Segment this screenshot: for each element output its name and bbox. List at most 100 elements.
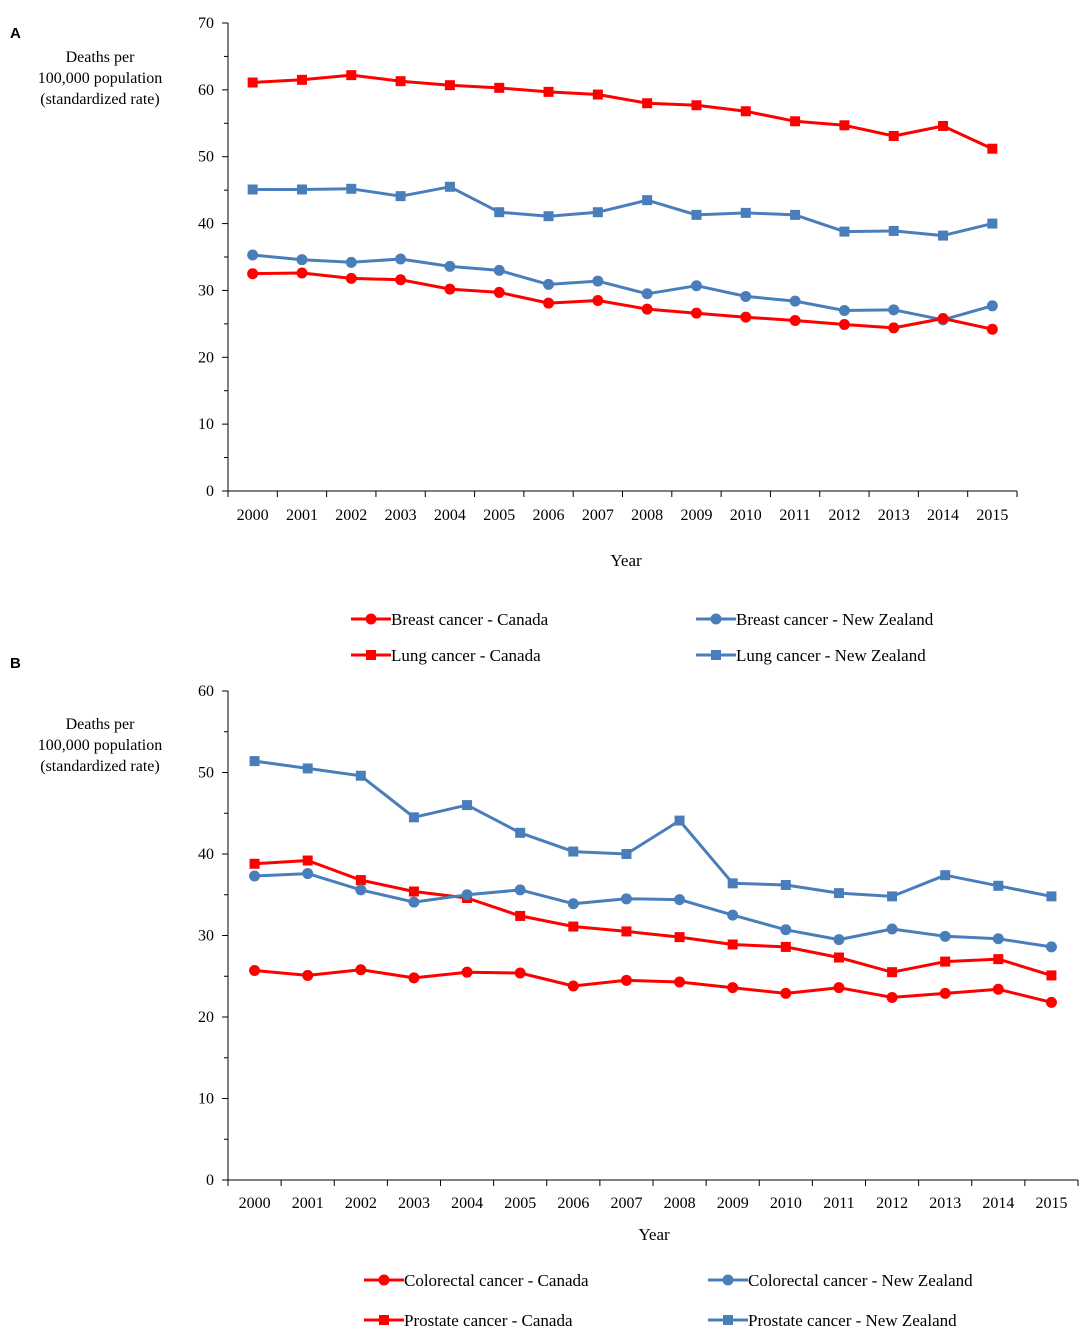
- panel-b-point-colorectal-cancer-new-zealand: [780, 924, 792, 936]
- panel-a-ylabel-line-2: 100,000 population: [38, 70, 162, 87]
- panel-a-point-lung-cancer-new-zealand: [839, 226, 850, 237]
- panel-a-point-lung-cancer-new-zealand: [296, 184, 307, 195]
- panel-b-point-colorectal-cancer-new-zealand: [886, 923, 898, 935]
- panel-b-legend-swatch-marker: [723, 1315, 733, 1325]
- panel-a-point-lung-cancer-canada: [938, 120, 949, 131]
- panel-a-point-breast-cancer-new-zealand: [690, 280, 702, 292]
- panel-a-ylabel-line-3: (standardized rate): [40, 91, 159, 108]
- panel-b-point-colorectal-cancer-new-zealand: [302, 868, 314, 880]
- panel-a: A Deaths per 100,000 population (standar…: [10, 15, 1018, 665]
- panel-b-point-colorectal-cancer-canada: [886, 991, 898, 1003]
- panel-b-legend-label: Colorectal cancer - Canada: [404, 1271, 589, 1290]
- panel-a-axes: [222, 22, 1018, 497]
- panel-a-x-tick-label: 2001: [286, 507, 318, 524]
- panel-a-x-tick-label: 2000: [237, 507, 269, 524]
- panel-a-point-breast-cancer-canada: [986, 323, 998, 335]
- panel-b-x-tick-label: 2003: [398, 1195, 430, 1212]
- panel-b-legend-swatch-marker: [379, 1315, 389, 1325]
- panel-b-x-tick-label: 2011: [823, 1195, 854, 1212]
- panel-b-point-prostate-cancer-canada: [408, 886, 419, 897]
- panel-a-point-breast-cancer-canada: [345, 272, 357, 284]
- panel-a-legend-item-breast-cancer-new-zealand: Breast cancer - New Zealand: [696, 610, 934, 629]
- panel-a-point-lung-cancer-new-zealand: [444, 181, 455, 192]
- panel-a-point-breast-cancer-new-zealand: [592, 275, 604, 287]
- panel-a-point-breast-cancer-canada: [395, 274, 407, 286]
- panel-a-y-tick-label: 60: [198, 82, 214, 99]
- panel-a-point-breast-cancer-canada: [690, 307, 702, 319]
- panel-b-x-tick-label: 2007: [610, 1195, 642, 1212]
- panel-a-x-tick-label: 2009: [680, 507, 712, 524]
- panel-a-legend-item-breast-cancer-canada: Breast cancer - Canada: [351, 610, 549, 629]
- panel-b-x-ticks: 2000 2001 2002 2003 2004 2005 2006 2007 2008 2009…: [239, 1195, 1068, 1212]
- panel-b-point-colorectal-cancer-canada: [620, 974, 632, 986]
- panel-a-point-lung-cancer-new-zealand: [494, 207, 505, 218]
- panel-b-point-colorectal-cancer-new-zealand: [461, 889, 473, 901]
- panel-a-point-lung-cancer-new-zealand: [247, 184, 258, 195]
- panel-a-line-lung-cancer-new-zealand: [252, 185, 993, 238]
- panel-a-point-breast-cancer-new-zealand: [740, 290, 752, 302]
- panel-b-point-colorectal-cancer-canada: [992, 983, 1004, 995]
- panel-b-point-prostate-cancer-new-zealand: [727, 878, 738, 889]
- panel-b-point-prostate-cancer-new-zealand: [780, 879, 791, 890]
- panel-a-point-breast-cancer-new-zealand: [493, 264, 505, 276]
- panel-a-series-lung-cancer-canada: [247, 70, 998, 154]
- panel-b-point-colorectal-cancer-new-zealand: [620, 893, 632, 905]
- panel-b-x-tick-label: 2006: [557, 1195, 589, 1212]
- panel-a-point-lung-cancer-canada: [839, 120, 850, 131]
- panel-b-point-colorectal-cancer-canada: [302, 969, 314, 981]
- panel-a-point-lung-cancer-new-zealand: [592, 207, 603, 218]
- panel-b-ylabel-line-1: Deaths per: [66, 716, 136, 733]
- panel-a-point-breast-cancer-new-zealand: [543, 278, 555, 290]
- panel-a-x-ticks: 2000 2001 2002 2003 2004 2005 2006 2007 2008 2009…: [237, 507, 1009, 524]
- panel-b-x-tick-label: 2002: [345, 1195, 377, 1212]
- panel-b-point-prostate-cancer-canada: [568, 921, 579, 932]
- panel-a-point-breast-cancer-canada: [838, 319, 850, 331]
- panel-a-point-breast-cancer-canada: [444, 283, 456, 295]
- panel-b-point-prostate-cancer-new-zealand: [833, 888, 844, 899]
- panel-b-series-colorectal-cancer-canada: [249, 964, 1057, 1008]
- panel-b-x-axis-title: Year: [638, 1225, 670, 1244]
- panel-b-point-prostate-cancer-canada: [302, 855, 313, 866]
- panel-b-x-tick-label: 2009: [717, 1195, 749, 1212]
- panel-a-x-tick-label: 2003: [385, 507, 417, 524]
- panel-a-point-breast-cancer-canada: [740, 311, 752, 323]
- panel-b-point-prostate-cancer-new-zealand: [940, 870, 951, 881]
- panel-b-x-tick-label: 2000: [239, 1195, 271, 1212]
- panel-a-point-breast-cancer-new-zealand: [838, 304, 850, 316]
- panel-b-point-colorectal-cancer-new-zealand: [249, 870, 261, 882]
- panel-a-point-lung-cancer-new-zealand: [938, 230, 949, 241]
- panel-b-y-tick-label: 20: [198, 1009, 214, 1026]
- panel-a-x-tick-label: 2011: [779, 507, 810, 524]
- panel-a-point-breast-cancer-canada: [641, 303, 653, 315]
- panel-a-point-lung-cancer-new-zealand: [543, 211, 554, 222]
- panel-a-legend-swatch-marker: [366, 650, 376, 660]
- panel-a-point-lung-cancer-canada: [543, 86, 554, 97]
- panel-a-point-lung-cancer-canada: [987, 143, 998, 154]
- panel-a-point-lung-cancer-canada: [592, 89, 603, 100]
- panel-a-legend: Breast cancer - Canada Breast cancer - Ne…: [351, 610, 934, 665]
- panel-a-line-breast-cancer-canada: [252, 271, 993, 331]
- panel-b-point-prostate-cancer-new-zealand: [674, 815, 685, 826]
- panel-a-y-tick-label: 40: [198, 216, 214, 233]
- panel-a-point-breast-cancer-canada: [493, 286, 505, 298]
- panel-b-y-tick-label: 50: [198, 765, 214, 782]
- panel-b-ylabel-line-3: (standardized rate): [40, 758, 159, 775]
- panel-a-x-tick-label: 2015: [976, 507, 1008, 524]
- panel-a-x-tick-label: 2008: [631, 507, 663, 524]
- panel-a-series-breast-cancer-canada: [247, 267, 998, 335]
- panel-a-point-breast-cancer-canada: [789, 315, 801, 327]
- panel-b-point-prostate-cancer-canada: [1046, 970, 1057, 981]
- panel-b-point-colorectal-cancer-new-zealand: [833, 934, 845, 946]
- panel-b-point-colorectal-cancer-canada: [833, 982, 845, 994]
- panel-a-point-lung-cancer-canada: [790, 116, 801, 127]
- panel-a-point-breast-cancer-new-zealand: [641, 288, 653, 300]
- panel-b-legend-swatch-marker: [378, 1274, 390, 1286]
- panel-b-point-prostate-cancer-canada: [249, 858, 260, 869]
- panel-a-point-lung-cancer-canada: [888, 130, 899, 141]
- panel-a-point-breast-cancer-canada: [888, 322, 900, 334]
- panel-b-point-colorectal-cancer-canada: [355, 964, 367, 976]
- panel-a-x-tick-label: 2014: [927, 507, 959, 524]
- panel-b: B Deaths per 100,000 population (standar…: [10, 655, 1079, 1330]
- panel-b-x-tick-label: 2014: [982, 1195, 1014, 1212]
- panel-b-point-colorectal-cancer-new-zealand: [355, 884, 367, 896]
